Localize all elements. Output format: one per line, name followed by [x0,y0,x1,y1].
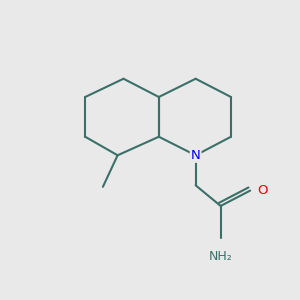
Text: N: N [191,149,200,162]
Text: O: O [257,184,268,197]
Text: NH₂: NH₂ [209,250,232,263]
